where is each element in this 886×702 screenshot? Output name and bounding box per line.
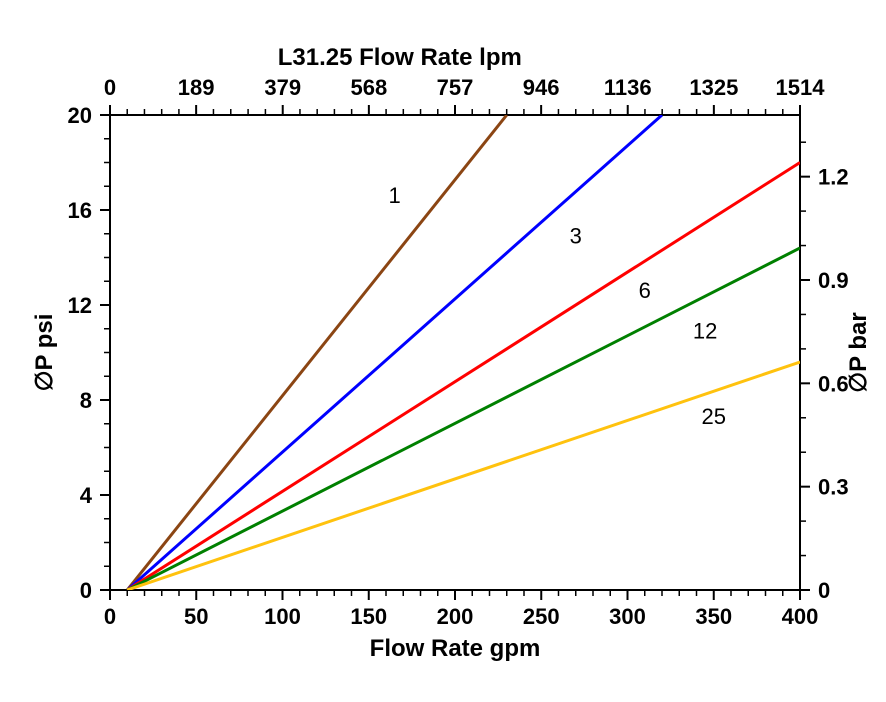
- left-tick-label: 16: [68, 198, 92, 223]
- top-tick-label: 568: [351, 75, 388, 100]
- series-line-25: [127, 362, 800, 590]
- series-line-6: [127, 163, 800, 591]
- left-tick-label: 8: [80, 388, 92, 413]
- series-line-1: [127, 115, 507, 590]
- plot-area: [110, 115, 800, 590]
- bottom-tick-label: 150: [350, 604, 387, 629]
- top-tick-label: 1136: [604, 75, 652, 100]
- top-tick-label: 946: [523, 75, 560, 100]
- series-group: [127, 115, 800, 590]
- right-axis-title: ∅P bar: [845, 312, 872, 393]
- bottom-tick-label: 350: [695, 604, 732, 629]
- bottom-tick-label: 100: [264, 604, 301, 629]
- series-label-25: 25: [702, 404, 726, 429]
- top-tick-label: 1514: [776, 75, 826, 100]
- top-tick-label: 1325: [689, 75, 738, 100]
- series-label-12: 12: [693, 318, 717, 343]
- chart-container: 050100150200250300350400Flow Rate gpm018…: [0, 0, 886, 702]
- top-axis-title: L31.25 Flow Rate lpm: [278, 44, 522, 71]
- right-tick-label: 0.9: [818, 268, 849, 293]
- series-label-1: 1: [389, 183, 401, 208]
- flow-rate-chart: 050100150200250300350400Flow Rate gpm018…: [0, 0, 886, 702]
- left-axis-title: ∅P psi: [31, 314, 58, 392]
- top-tick-label: 189: [178, 75, 215, 100]
- top-tick-label: 757: [437, 75, 474, 100]
- top-tick-label: 379: [264, 75, 301, 100]
- right-tick-label: 0.6: [818, 371, 849, 396]
- bottom-tick-label: 50: [184, 604, 208, 629]
- bottom-tick-label: 300: [609, 604, 646, 629]
- left-tick-label: 0: [80, 578, 92, 603]
- right-tick-label: 0: [818, 578, 830, 603]
- bottom-tick-label: 0: [104, 604, 116, 629]
- series-label-3: 3: [570, 223, 582, 248]
- right-tick-label: 1.2: [818, 165, 849, 190]
- series-line-12: [127, 248, 800, 590]
- left-tick-label: 20: [68, 103, 92, 128]
- bottom-tick-label: 250: [523, 604, 560, 629]
- bottom-tick-label: 400: [782, 604, 819, 629]
- left-tick-label: 4: [80, 483, 93, 508]
- bottom-axis-title: Flow Rate gpm: [370, 635, 541, 662]
- bottom-tick-label: 200: [437, 604, 474, 629]
- left-tick-label: 12: [68, 293, 92, 318]
- right-tick-label: 0.3: [818, 475, 849, 500]
- top-tick-label: 0: [104, 75, 116, 100]
- series-label-6: 6: [639, 278, 651, 303]
